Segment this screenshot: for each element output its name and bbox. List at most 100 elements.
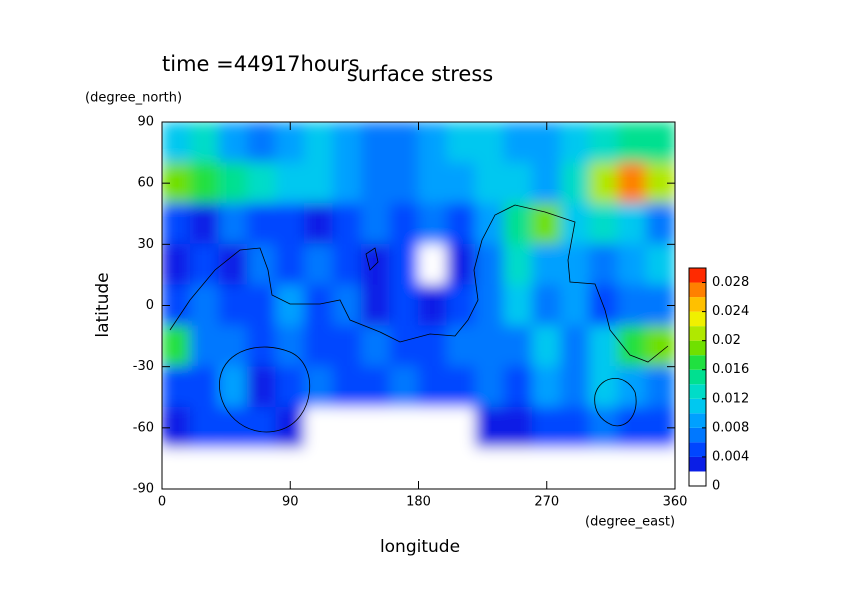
- field-cell: [532, 284, 562, 327]
- colorbar-band: [689, 268, 706, 283]
- field-cell: [589, 284, 619, 327]
- coastlines: [169, 204, 669, 433]
- field-cell: [389, 203, 419, 245]
- field-cell: [190, 366, 220, 408]
- field-cell: [589, 243, 619, 286]
- field-cell: [389, 284, 419, 327]
- field-cell: [560, 366, 590, 408]
- field-cell: [361, 447, 391, 489]
- field-cell: [560, 406, 590, 449]
- field-cell: [361, 366, 391, 408]
- field-cell: [304, 243, 334, 286]
- field-cell: [190, 325, 220, 368]
- field-cell: [332, 162, 362, 205]
- field-cell: [646, 243, 675, 286]
- field-cell: [247, 284, 277, 327]
- field-cell: [475, 162, 505, 205]
- field-cell: [361, 284, 391, 327]
- field-cell: [332, 325, 362, 368]
- field-cell: [418, 162, 448, 205]
- field-cell: [190, 122, 220, 164]
- field-cell: [218, 203, 248, 245]
- field-cell: [503, 243, 533, 286]
- y-tick-label: -90: [133, 482, 154, 497]
- field-cell: [503, 447, 533, 489]
- field-cell: [162, 447, 191, 489]
- colorbar-tick-label: 0.02: [712, 333, 741, 348]
- field-cell: [418, 203, 448, 245]
- field-cell: [218, 366, 248, 408]
- field-cell: [332, 243, 362, 286]
- colorbar-band: [689, 297, 706, 312]
- x-tick-label: 360: [663, 495, 688, 510]
- field-cell: [532, 366, 562, 408]
- field-cell: [589, 162, 619, 205]
- field-cell: [418, 284, 448, 327]
- field-cell: [275, 325, 305, 368]
- y-tick-label: 30: [137, 237, 154, 252]
- field-cell: [446, 447, 476, 489]
- field-cell: [646, 203, 675, 245]
- field-cell: [475, 203, 505, 245]
- field-cell: [646, 325, 675, 368]
- field-cell: [304, 366, 334, 408]
- field-cell: [332, 447, 362, 489]
- field-cell: [304, 406, 334, 449]
- field-cell: [589, 325, 619, 368]
- field-cell: [162, 203, 191, 245]
- coastline: [169, 204, 669, 363]
- field-cell: [446, 122, 476, 164]
- field-cell: [218, 162, 248, 205]
- colorbar-tick-label: 0.008: [712, 420, 749, 435]
- colorbar-band: [689, 311, 706, 327]
- field-cell: [304, 162, 334, 205]
- colorbar-band: [689, 384, 706, 399]
- field-cell: [532, 325, 562, 368]
- field-cell: [190, 447, 220, 489]
- field-cell: [646, 122, 675, 164]
- field-cell: [617, 406, 647, 449]
- colorbar-tick-label: 0: [712, 479, 720, 494]
- colorbar-band: [689, 427, 706, 443]
- field-cell: [275, 366, 305, 408]
- colorbar-tick-label: 0.028: [712, 275, 749, 290]
- field-cell: [475, 122, 505, 164]
- field-cell: [332, 366, 362, 408]
- field-cell: [617, 122, 647, 164]
- field-cell: [247, 406, 277, 449]
- field-cell: [560, 325, 590, 368]
- field-cell: [446, 284, 476, 327]
- y-tick-label: 60: [137, 176, 154, 191]
- field-cell: [389, 406, 419, 449]
- field-cell: [275, 284, 305, 327]
- field-cell: [560, 284, 590, 327]
- field-cell: [247, 447, 277, 489]
- field-cell: [190, 284, 220, 327]
- field-cell: [475, 366, 505, 408]
- field-cell: [532, 243, 562, 286]
- field-cell: [646, 447, 675, 489]
- field-cell: [617, 325, 647, 368]
- field-cell: [617, 243, 647, 286]
- colorbar-band: [689, 340, 706, 356]
- y-units: (degree_north): [85, 91, 182, 106]
- field-cell: [304, 447, 334, 489]
- field-cell: [247, 325, 277, 368]
- x-tick-label: 180: [406, 495, 431, 510]
- field-cell: [560, 162, 590, 205]
- field-cell: [218, 122, 248, 164]
- field-cell: [275, 203, 305, 245]
- colorbar-band: [689, 398, 706, 414]
- field-cell: [475, 325, 505, 368]
- field-cell: [503, 325, 533, 368]
- field-cell: [589, 406, 619, 449]
- field-cell: [532, 162, 562, 205]
- field-cell: [190, 243, 220, 286]
- field-cell: [332, 203, 362, 245]
- field-cell: [218, 447, 248, 489]
- colorbar-tick-label: 0.016: [712, 362, 749, 377]
- field-cell: [162, 325, 191, 368]
- colorbar-band: [689, 326, 706, 341]
- field-cell: [475, 406, 505, 449]
- x-axis-label: longitude: [380, 537, 460, 557]
